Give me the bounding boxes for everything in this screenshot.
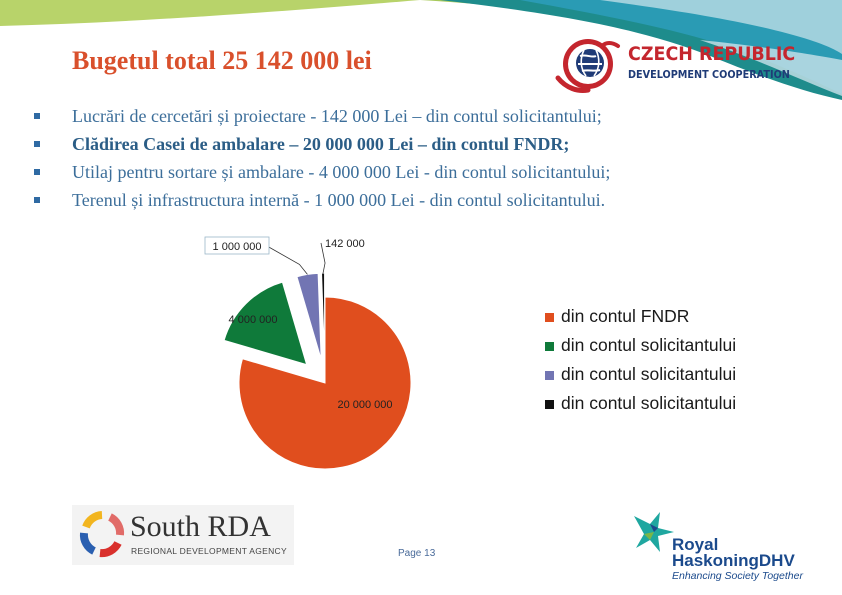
royal-haskoning-line2: HaskoningDHV [672, 551, 795, 570]
south-rda-name: South RDA [130, 510, 271, 543]
square-bullet-icon [34, 141, 40, 147]
budget-list: Lucrări de cercetări și proiectare - 142… [30, 102, 610, 214]
page-title: Bugetul total 25 142 000 lei [72, 46, 372, 75]
legend-entry: din contul FNDR [561, 306, 689, 326]
pie-data-label: 1 000 000 [213, 241, 262, 253]
budget-item-building: Clădirea Casei de ambalare – 20 000 000 … [30, 130, 610, 158]
legend-entry: din contul solicitantului [561, 393, 736, 413]
legend-swatch [545, 313, 554, 322]
partner-logo-line2: DEVELOPMENT COOPERATION [628, 69, 790, 81]
page-number: Page 13 [398, 548, 436, 559]
pie-label-box [204, 236, 270, 255]
legend-swatch [545, 342, 554, 351]
pie-data-label: 4 000 000 [229, 314, 278, 326]
legend-swatch [545, 400, 554, 409]
budget-item-research: Lucrări de cercetări și proiectare - 142… [30, 102, 610, 130]
square-bullet-icon [34, 197, 40, 203]
pie-slice [238, 296, 412, 470]
square-bullet-icon [34, 113, 40, 119]
royal-haskoningdhv-logo [634, 512, 674, 552]
south-rda-subtitle: REGIONAL DEVELOPMENT AGENCY [131, 546, 287, 556]
square-bullet-icon [34, 169, 40, 175]
pie-leader-line [320, 242, 326, 274]
royal-haskoning-tagline: Enhancing Society Together [672, 570, 803, 582]
pie-slice [223, 281, 308, 366]
pie-data-label: 142 000 [325, 238, 365, 250]
royal-haskoning-line1: Royal [672, 535, 719, 554]
legend-entry: din contul solicitantului [561, 364, 736, 384]
budget-item-land: Terenul și infrastructura internă - 1 00… [30, 186, 610, 214]
pie-slice [321, 272, 326, 360]
pie-leader-line [266, 245, 308, 275]
legend-swatch [545, 371, 554, 380]
header-decor-band [0, 0, 842, 100]
partner-logo-line1: CZECH REPUBLIC [628, 43, 796, 65]
south-rda-logo [72, 505, 294, 565]
budget-item-equipment: Utilaj pentru sortare și ambalare - 4 00… [30, 158, 610, 186]
legend-entry: din contul solicitantului [561, 335, 736, 355]
south-rda-emblem-icon [79, 511, 125, 558]
czech-development-cooperation-logo [555, 39, 620, 93]
budget-pie-chart: 20 000 000 4 000 000 1 000 000 142 000 din c… [204, 236, 736, 470]
pie-data-label: 20 000 000 [337, 399, 392, 411]
pie-slice [296, 272, 322, 360]
